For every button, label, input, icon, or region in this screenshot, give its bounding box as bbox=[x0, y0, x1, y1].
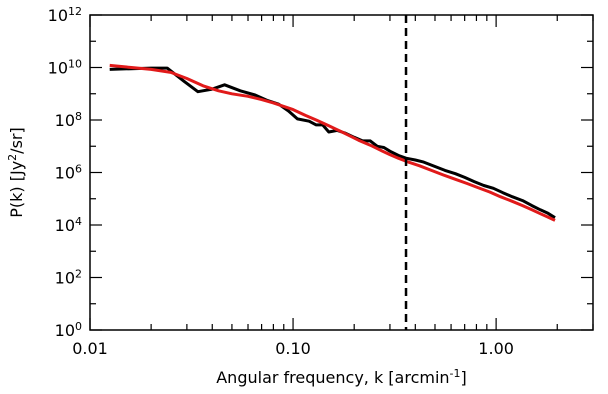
y-tick-label: 100 bbox=[55, 320, 82, 341]
plot-frame bbox=[89, 14, 594, 331]
tick-labels-layer: 0.01 0.10 1.00 100 102 104 106 108 1010 1012 bbox=[48, 5, 514, 359]
y-tick-label: 102 bbox=[55, 267, 82, 288]
y-tick-label: 104 bbox=[55, 215, 82, 236]
y-axis-title: P(k) [Jy2/sr] bbox=[6, 127, 27, 217]
y-tick-label: 108 bbox=[55, 110, 82, 131]
series-layer bbox=[109, 63, 556, 222]
series-line-2 bbox=[109, 63, 556, 222]
y-tick-label: 106 bbox=[55, 162, 82, 183]
x-tick-label: 0.01 bbox=[72, 339, 108, 358]
y-tick-label: 1010 bbox=[48, 57, 82, 78]
axes-layer bbox=[89, 14, 594, 331]
x-tick-label: 0.10 bbox=[275, 339, 311, 358]
x-axis-title: Angular frequency, k [arcmin-1] bbox=[216, 367, 467, 388]
y-tick-label: 1012 bbox=[48, 5, 82, 26]
x-tick-label: 1.00 bbox=[478, 339, 514, 358]
series-line-1 bbox=[109, 66, 556, 219]
